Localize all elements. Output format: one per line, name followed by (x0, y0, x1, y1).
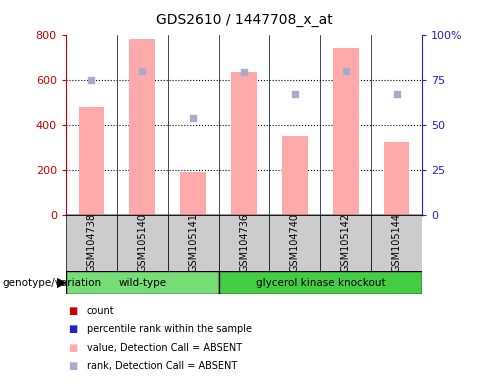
Bar (219, 215, 269, 271)
Text: GSM105141: GSM105141 (188, 214, 198, 272)
Bar (333, 48, 359, 215)
Text: GSM105140: GSM105140 (137, 214, 147, 272)
Text: value, Detection Call = ABSENT: value, Detection Call = ABSENT (87, 343, 242, 353)
Bar (117, 215, 168, 271)
Bar (320, 215, 371, 271)
Text: ■: ■ (68, 306, 78, 316)
Text: GSM105144: GSM105144 (392, 214, 402, 272)
Text: ■: ■ (68, 324, 78, 334)
Text: glycerol kinase knockout: glycerol kinase knockout (256, 278, 385, 288)
Text: rank, Detection Call = ABSENT: rank, Detection Call = ABSENT (87, 361, 237, 371)
Bar (231, 72, 257, 215)
Text: count: count (87, 306, 115, 316)
Text: GSM104736: GSM104736 (239, 214, 249, 272)
Bar (384, 142, 409, 215)
Bar (66, 271, 219, 294)
Point (138, 68, 146, 74)
Bar (219, 271, 422, 294)
Text: GDS2610 / 1447708_x_at: GDS2610 / 1447708_x_at (156, 13, 332, 27)
Polygon shape (57, 278, 65, 288)
Text: GSM104738: GSM104738 (86, 214, 96, 272)
Bar (79, 107, 104, 215)
Point (291, 91, 299, 97)
Bar (269, 215, 320, 271)
Text: genotype/variation: genotype/variation (2, 278, 102, 288)
Text: wild-type: wild-type (118, 278, 166, 288)
Bar (66, 215, 117, 271)
Point (87, 77, 95, 83)
Point (240, 70, 248, 76)
Text: ■: ■ (68, 343, 78, 353)
Text: ■: ■ (68, 361, 78, 371)
Text: percentile rank within the sample: percentile rank within the sample (87, 324, 252, 334)
Bar (282, 136, 307, 215)
Bar (181, 172, 206, 215)
Point (189, 114, 197, 121)
Point (393, 91, 401, 97)
Text: GSM105142: GSM105142 (341, 214, 351, 272)
Bar (371, 215, 422, 271)
Bar (129, 39, 155, 215)
Point (342, 68, 350, 74)
Bar (168, 215, 219, 271)
Text: GSM104740: GSM104740 (290, 214, 300, 272)
